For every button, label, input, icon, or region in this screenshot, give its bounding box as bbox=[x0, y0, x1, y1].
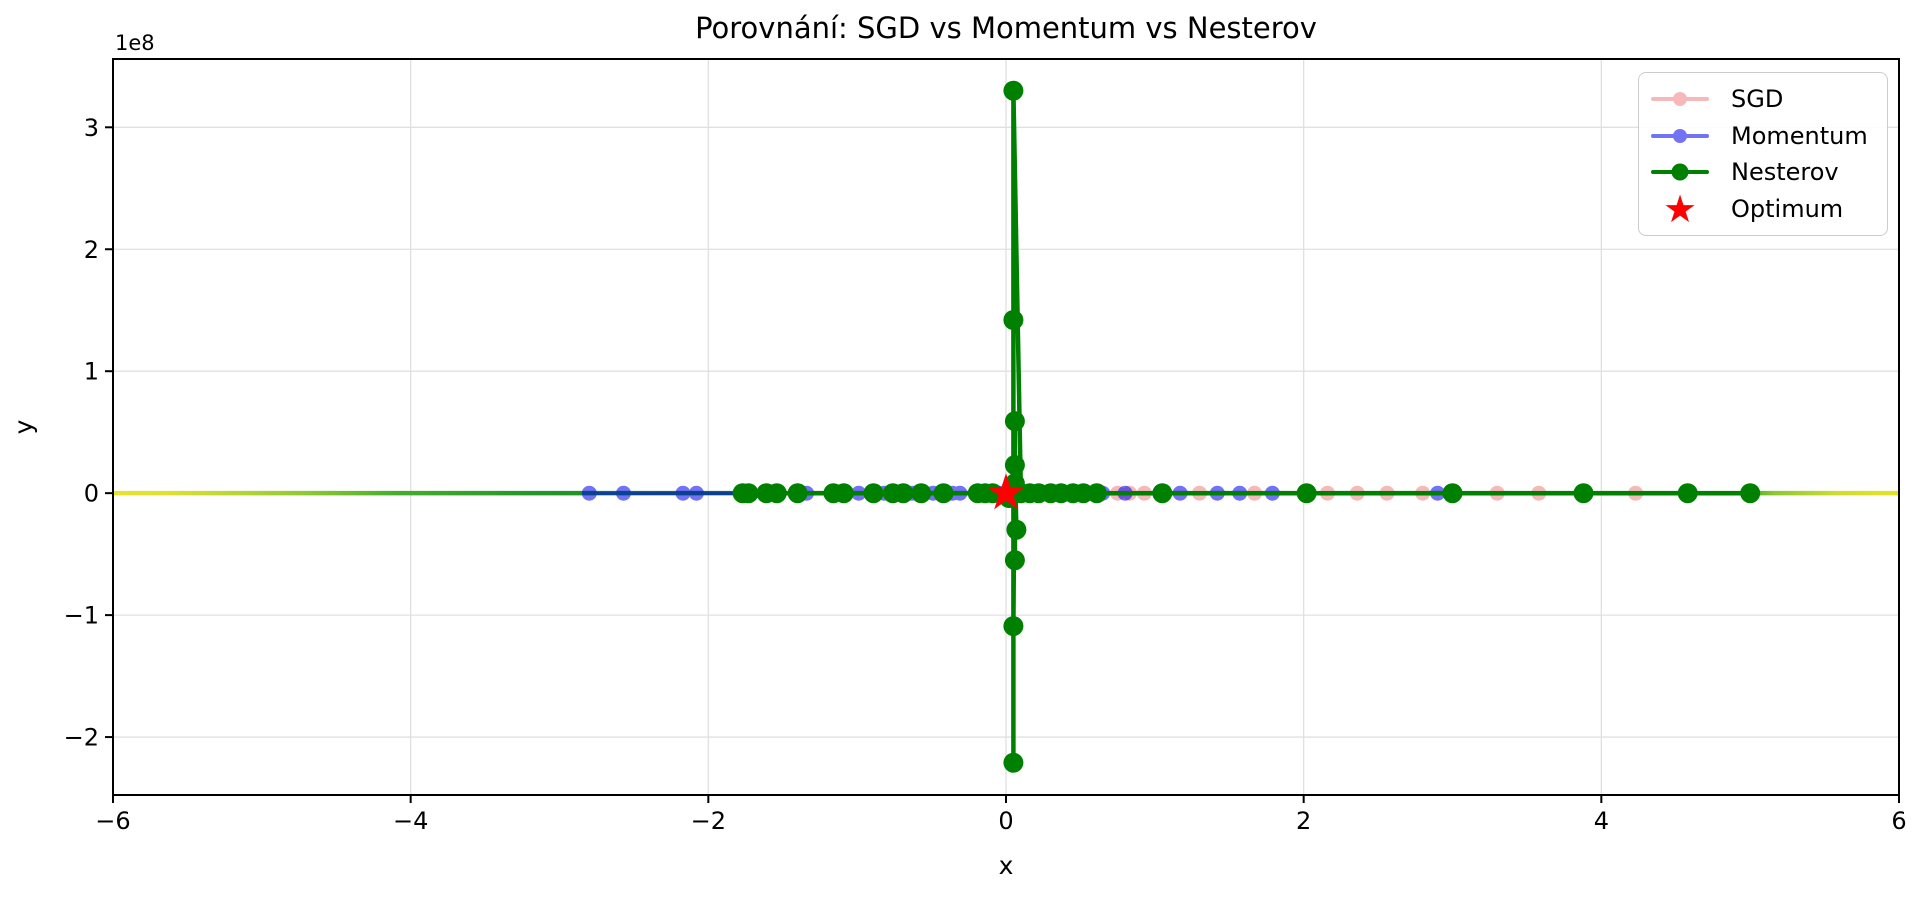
series-layer bbox=[113, 80, 1899, 773]
legend-item-label: Momentum bbox=[1731, 121, 1868, 150]
nesterov-marker bbox=[1677, 483, 1698, 504]
legend-item-sgd: SGD bbox=[1649, 81, 1877, 117]
legend: SGD Momentum Nesterov ★ Optimum bbox=[1638, 72, 1888, 236]
x-tick-label: 0 bbox=[998, 807, 1013, 835]
nesterov-marker bbox=[1740, 483, 1761, 504]
nesterov-marker bbox=[1004, 411, 1025, 432]
nesterov-marker bbox=[911, 483, 932, 504]
y-tick-label: 0 bbox=[84, 480, 99, 508]
chart-title: Porovnání: SGD vs Momentum vs Nesterov bbox=[695, 11, 1317, 45]
momentum-legend-marker bbox=[1649, 118, 1711, 154]
legend-item-optimum: ★ Optimum bbox=[1649, 186, 1877, 231]
nesterov-marker bbox=[787, 483, 808, 504]
legend-item-label: Nesterov bbox=[1731, 158, 1839, 187]
nesterov-marker bbox=[1003, 616, 1024, 637]
y-tick-label: −2 bbox=[64, 724, 99, 752]
nesterov-marker bbox=[967, 483, 988, 504]
y-axis-label: y bbox=[9, 419, 38, 434]
nesterov-marker bbox=[1152, 483, 1173, 504]
nesterov-marker bbox=[1296, 483, 1317, 504]
momentum-marker bbox=[688, 485, 704, 501]
nesterov-marker bbox=[933, 483, 954, 504]
y-tick-label: 3 bbox=[84, 114, 99, 142]
nesterov-marker bbox=[1003, 80, 1024, 101]
legend-item-momentum: Momentum bbox=[1649, 118, 1877, 154]
nesterov-marker bbox=[882, 483, 903, 504]
x-tick-label: 6 bbox=[1891, 807, 1906, 835]
nesterov-marker bbox=[732, 483, 753, 504]
x-tick-label: −6 bbox=[95, 807, 130, 835]
nesterov-marker bbox=[1573, 483, 1594, 504]
legend-item-label: SGD bbox=[1731, 85, 1784, 114]
nesterov-marker bbox=[1004, 550, 1025, 571]
y-tick-label: 1 bbox=[84, 358, 99, 386]
star-icon: ★ bbox=[1662, 186, 1698, 231]
nesterov-marker bbox=[1003, 752, 1024, 773]
x-tick-label: 4 bbox=[1594, 807, 1609, 835]
nesterov-marker bbox=[863, 483, 884, 504]
x-tick-label: 2 bbox=[1296, 807, 1311, 835]
y-tick-label: −1 bbox=[64, 602, 99, 630]
legend-item-nesterov: Nesterov bbox=[1649, 154, 1877, 190]
series-nesterov bbox=[732, 80, 1761, 773]
x-axis-label: x bbox=[999, 851, 1014, 880]
series-optimum bbox=[987, 473, 1025, 510]
y-axis-offset-label: 1e8 bbox=[115, 31, 155, 55]
nesterov-marker bbox=[1006, 519, 1027, 540]
y-tick-label: 2 bbox=[84, 236, 99, 264]
nesterov-legend-marker bbox=[1649, 154, 1711, 190]
nesterov-marker bbox=[1004, 455, 1025, 476]
sgd-legend-marker bbox=[1649, 81, 1711, 117]
momentum-marker bbox=[581, 485, 597, 501]
nesterov-marker bbox=[823, 483, 844, 504]
momentum-marker bbox=[616, 485, 631, 501]
x-tick-label: −2 bbox=[691, 807, 726, 835]
axis-ticks: −6 −4 −2 0 2 4 6 −2 −1 0 1 2 3 bbox=[64, 114, 1907, 835]
nesterov-marker bbox=[756, 483, 777, 504]
optimum-star-marker bbox=[987, 473, 1025, 510]
momentum-marker bbox=[675, 485, 691, 501]
nesterov-marker bbox=[1003, 310, 1024, 330]
nesterov-marker bbox=[1442, 483, 1463, 504]
legend-item-label: Optimum bbox=[1731, 194, 1844, 223]
x-tick-label: −4 bbox=[393, 807, 428, 835]
